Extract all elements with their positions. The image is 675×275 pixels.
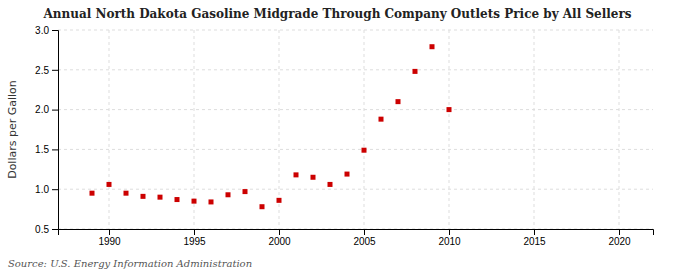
- x-tick-mark: [534, 229, 535, 235]
- x-tick-label: 2020: [608, 236, 631, 247]
- point: [413, 69, 418, 74]
- y-axis-line: [52, 31, 59, 230]
- point: [430, 44, 435, 49]
- grid-line-y: [58, 30, 653, 31]
- y-axis-title: Dollars per Gallon: [6, 80, 19, 179]
- point: [311, 175, 316, 180]
- x-tick: 2020: [608, 229, 631, 247]
- x-tick: 1995: [183, 229, 206, 247]
- y-tick: 0.5: [35, 224, 58, 235]
- grid-line-x: [534, 30, 535, 229]
- point: [90, 191, 95, 196]
- point: [396, 99, 401, 104]
- x-tick-mark: [194, 229, 195, 235]
- point: [243, 189, 248, 194]
- point: [209, 199, 214, 204]
- plot-area: 1990 1995 2000 2005 2010 2015 2020 0.5 1.0 1.5 2.0…: [35, 25, 653, 247]
- grid-line-y: [58, 109, 653, 110]
- y-tick-mark: [52, 70, 58, 71]
- x-tick: 1990: [98, 229, 121, 247]
- grid-line-x: [109, 30, 110, 229]
- grid-line-x: [449, 30, 450, 229]
- point: [345, 172, 350, 177]
- point: [141, 194, 146, 199]
- y-tick: 2.5: [35, 65, 58, 76]
- grid-line-y: [58, 69, 653, 70]
- y-tick-label: 1.0: [35, 184, 49, 195]
- y-axis: 0.5 1.0 1.5 2.0 2.5 3.0: [35, 25, 58, 235]
- y-tick-mark: [52, 149, 58, 150]
- grid-line-y: [58, 189, 653, 190]
- x-axis: 1990 1995 2000 2005 2010 2015 2020: [59, 229, 654, 247]
- point: [175, 197, 180, 202]
- x-tick: 2005: [353, 229, 376, 247]
- x-tick: 2015: [523, 229, 546, 247]
- point: [328, 182, 333, 187]
- point: [362, 148, 367, 153]
- point: [107, 182, 112, 187]
- point: [226, 192, 231, 197]
- y-tick-label: 0.5: [35, 224, 49, 235]
- x-tick-label: 1990: [98, 236, 121, 247]
- y-tick-label: 3.0: [35, 25, 49, 36]
- x-tick-mark: [619, 229, 620, 235]
- point: [192, 199, 197, 204]
- title: Annual North Dakota Gasoline Midgrade Th…: [42, 7, 631, 21]
- x-tick: 2000: [268, 229, 291, 247]
- x-tick: 2010: [438, 229, 461, 247]
- grid: [58, 30, 653, 229]
- y-tick: 2.0: [35, 104, 58, 115]
- point: [260, 204, 265, 209]
- source-note: Source: U.S. Energy Information Administ…: [8, 258, 252, 269]
- x-tick-label: 2005: [353, 236, 376, 247]
- grid-line-x: [619, 30, 620, 229]
- y-tick: 1.0: [35, 184, 58, 195]
- y-tick-mark: [52, 110, 58, 111]
- point: [379, 117, 384, 122]
- x-tick-label: 2015: [523, 236, 546, 247]
- x-axis-line: [59, 230, 654, 236]
- point: [158, 195, 163, 200]
- x-tick-label: 2010: [438, 236, 461, 247]
- x-tick-label: 1995: [183, 236, 206, 247]
- y-tick-label: 2.5: [35, 65, 49, 76]
- chart: 1990 1995 2000 2005 2010 2015 2020 0.5 1.0 1.5 2.0…: [0, 0, 675, 275]
- x-tick-mark: [364, 229, 365, 235]
- x-tick-mark: [449, 229, 450, 235]
- y-tick-mark: [52, 189, 58, 190]
- points: [90, 44, 452, 209]
- point: [447, 107, 452, 112]
- point: [124, 191, 129, 196]
- y-tick-label: 1.5: [35, 144, 49, 155]
- y-tick-label: 2.0: [35, 104, 49, 115]
- y-tick: 1.5: [35, 144, 58, 155]
- y-tick: 3.0: [35, 25, 58, 36]
- y-tick-mark: [52, 30, 58, 31]
- y-tick-mark: [52, 229, 58, 230]
- point: [294, 172, 299, 177]
- grid-line-x: [364, 30, 365, 229]
- x-tick-label: 2000: [268, 236, 291, 247]
- x-tick-mark: [109, 229, 110, 235]
- grid-line-y: [58, 149, 653, 150]
- x-tick-mark: [279, 229, 280, 235]
- point: [277, 198, 282, 203]
